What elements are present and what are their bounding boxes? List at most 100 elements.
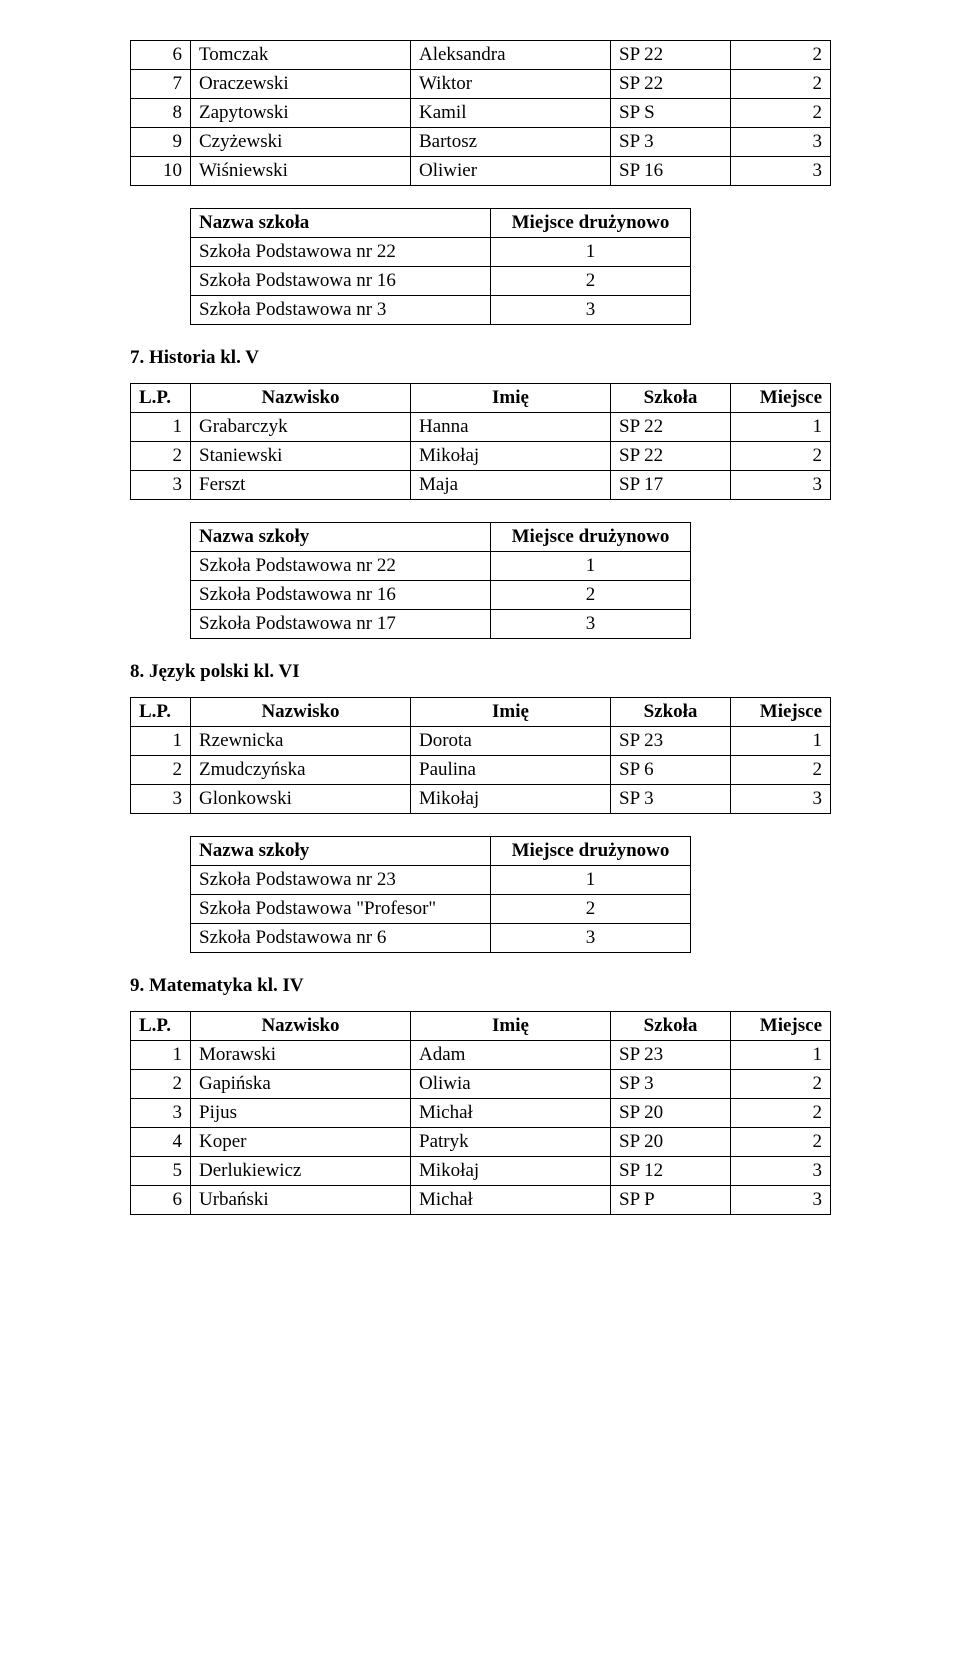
cell-place: 3 [731,1186,831,1215]
cell-name: Dorota [411,727,611,756]
cell-place: 2 [731,1070,831,1099]
section-8-school-table: Nazwa szkołyMiejsce drużynowo Szkoła Pod… [190,836,691,953]
table-header-row: L.P. Nazwisko Imię Szkoła Miejsce [131,384,831,413]
cell-surname: Glonkowski [191,785,411,814]
header-school: Szkoła [611,698,731,727]
cell-name: Maja [411,471,611,500]
table-row: 2GapińskaOliwiaSP 32 [131,1070,831,1099]
cell-surname: Zmudczyńska [191,756,411,785]
table-row: 8ZapytowskiKamilSP S2 [131,99,831,128]
cell-name: Michał [411,1186,611,1215]
table-row: Szkoła Podstawowa nr 231 [191,866,691,895]
header-place: Miejsce drużynowo [491,209,691,238]
cell-num: 2 [131,756,191,785]
table-row: Szkoła Podstawowa nr 162 [191,581,691,610]
cell-surname: Urbański [191,1186,411,1215]
table-row: 1GrabarczykHannaSP 221 [131,413,831,442]
header-name: Imię [411,698,611,727]
header-place: Miejsce drużynowo [491,523,691,552]
cell-num: 1 [131,727,191,756]
table-row: 5DerlukiewiczMikołajSP 123 [131,1157,831,1186]
table-header-row: L.P. Nazwisko Imię Szkoła Miejsce [131,1012,831,1041]
table-row: 4KoperPatrykSP 202 [131,1128,831,1157]
table-row: 10WiśniewskiOliwierSP 163 [131,157,831,186]
header-name: Imię [411,1012,611,1041]
cell-name: Michał [411,1099,611,1128]
cell-school: SP 22 [611,70,731,99]
cell-school: SP 3 [611,1070,731,1099]
header-school: Nazwa szkoła [191,209,491,238]
table-header-row: L.P. Nazwisko Imię Szkoła Miejsce [131,698,831,727]
cell-name: Wiktor [411,70,611,99]
cell-num: 8 [131,99,191,128]
header-name: Imię [411,384,611,413]
cell-place: 2 [731,756,831,785]
cell-place: 3 [731,785,831,814]
header-place: Miejsce [731,698,831,727]
cell-name: Oliwier [411,157,611,186]
table-row: 3FersztMajaSP 173 [131,471,831,500]
cell-place: 2 [731,1128,831,1157]
header-surname: Nazwisko [191,384,411,413]
header-place: Miejsce [731,384,831,413]
school-summary-table: Nazwa szkołaMiejsce drużynowo Szkoła Pod… [190,208,691,325]
table-row: 6TomczakAleksandraSP 222 [131,41,831,70]
cell-name: Aleksandra [411,41,611,70]
cell-name: Adam [411,1041,611,1070]
table-row: 3PijusMichałSP 202 [131,1099,831,1128]
cell-num: 10 [131,157,191,186]
cell-name: Hanna [411,413,611,442]
continuation-table: 6TomczakAleksandraSP 222 7OraczewskiWikt… [130,40,831,186]
header-lp: L.P. [131,384,191,413]
table-row: Szkoła Podstawowa nr 221 [191,238,691,267]
cell-school: Szkoła Podstawowa nr 16 [191,581,491,610]
cell-place: 1 [731,727,831,756]
header-school: Nazwa szkoły [191,837,491,866]
cell-name: Kamil [411,99,611,128]
cell-place: 1 [491,866,691,895]
cell-name: Mikołaj [411,1157,611,1186]
table-header-row: Nazwa szkołaMiejsce drużynowo [191,209,691,238]
cell-name: Paulina [411,756,611,785]
cell-school: Szkoła Podstawowa nr 17 [191,610,491,639]
cell-school: SP 16 [611,157,731,186]
cell-place: 1 [731,1041,831,1070]
cell-surname: Oraczewski [191,70,411,99]
cell-surname: Czyżewski [191,128,411,157]
cell-school: Szkoła Podstawowa nr 23 [191,866,491,895]
cell-place: 1 [491,552,691,581]
cell-name: Bartosz [411,128,611,157]
header-place: Miejsce drużynowo [491,837,691,866]
table-row: 1MorawskiAdamSP 231 [131,1041,831,1070]
cell-num: 3 [131,1099,191,1128]
cell-name: Patryk [411,1128,611,1157]
cell-school: SP 17 [611,471,731,500]
cell-surname: Tomczak [191,41,411,70]
cell-num: 6 [131,41,191,70]
section-7-school-table: Nazwa szkołyMiejsce drużynowo Szkoła Pod… [190,522,691,639]
cell-surname: Pijus [191,1099,411,1128]
header-surname: Nazwisko [191,1012,411,1041]
cell-name: Oliwia [411,1070,611,1099]
cell-surname: Koper [191,1128,411,1157]
cell-place: 3 [731,1157,831,1186]
cell-surname: Rzewnicka [191,727,411,756]
cell-place: 2 [491,267,691,296]
table-row: 3GlonkowskiMikołajSP 33 [131,785,831,814]
cell-place: 3 [491,610,691,639]
section-9-table: L.P. Nazwisko Imię Szkoła Miejsce 1 Moraw… [130,1011,831,1215]
cell-num: 5 [131,1157,191,1186]
section-9-heading: 9. Matematyka kl. IV [130,975,860,997]
table-row: Szkoła Podstawowa nr 221 [191,552,691,581]
table-row: Szkoła Podstawowa nr 173 [191,610,691,639]
table-header-row: Nazwa szkołyMiejsce drużynowo [191,837,691,866]
cell-school: SP 6 [611,756,731,785]
cell-school: SP 22 [611,413,731,442]
cell-surname: Staniewski [191,442,411,471]
table-row: 9CzyżewskiBartoszSP 33 [131,128,831,157]
cell-surname: Morawski [191,1041,411,1070]
table-row: 1RzewnickaDorotaSP 231 [131,727,831,756]
cell-place: 2 [731,41,831,70]
table-header-row: Nazwa szkołyMiejsce drużynowo [191,523,691,552]
table-row: Szkoła Podstawowa nr 33 [191,296,691,325]
